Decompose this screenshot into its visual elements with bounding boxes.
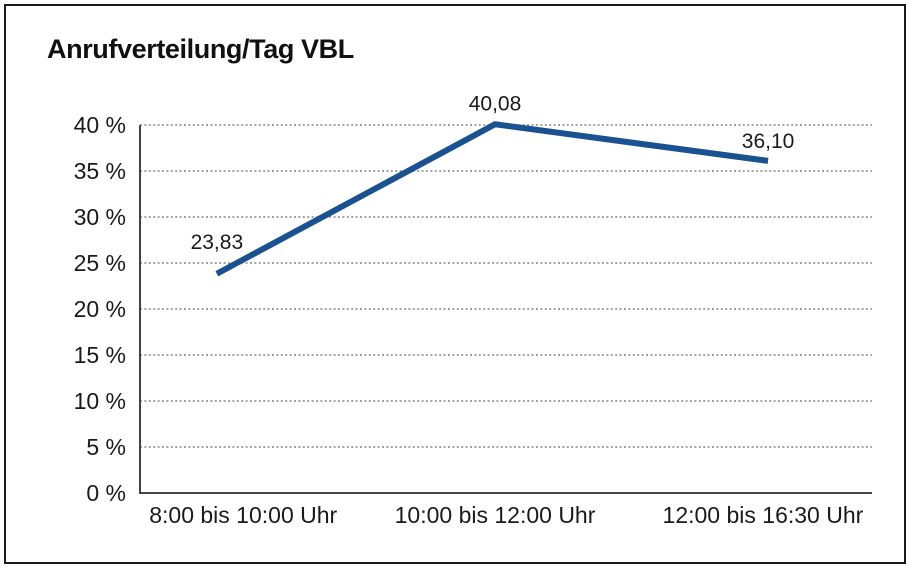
y-tick-label: 30 % [74,204,126,230]
data-series-line [215,121,769,277]
x-category-label: 10:00 bis 12:00 Uhr [395,502,596,528]
y-tick-label: 15 % [74,342,126,368]
y-tick-label: 5 % [86,434,126,460]
data-point-label: 36,10 [742,130,795,153]
x-category-label: 12:00 bis 16:30 Uhr [663,502,864,528]
y-tick-label: 20 % [74,296,126,322]
chart-frame: Anrufverteilung/Tag VBL [4,4,906,564]
data-point-label: 23,83 [191,231,244,254]
y-tick-label: 0 % [86,480,126,506]
y-tick-label: 25 % [74,250,126,276]
data-point-label: 40,08 [469,92,522,115]
y-tick-label: 10 % [74,388,126,414]
y-tick-label: 40 % [74,112,126,138]
chart-title: Anrufverteilung/Tag VBL [47,34,354,64]
x-category-label: 8:00 bis 10:00 Uhr [149,502,337,528]
y-tick-label: 35 % [74,158,126,184]
